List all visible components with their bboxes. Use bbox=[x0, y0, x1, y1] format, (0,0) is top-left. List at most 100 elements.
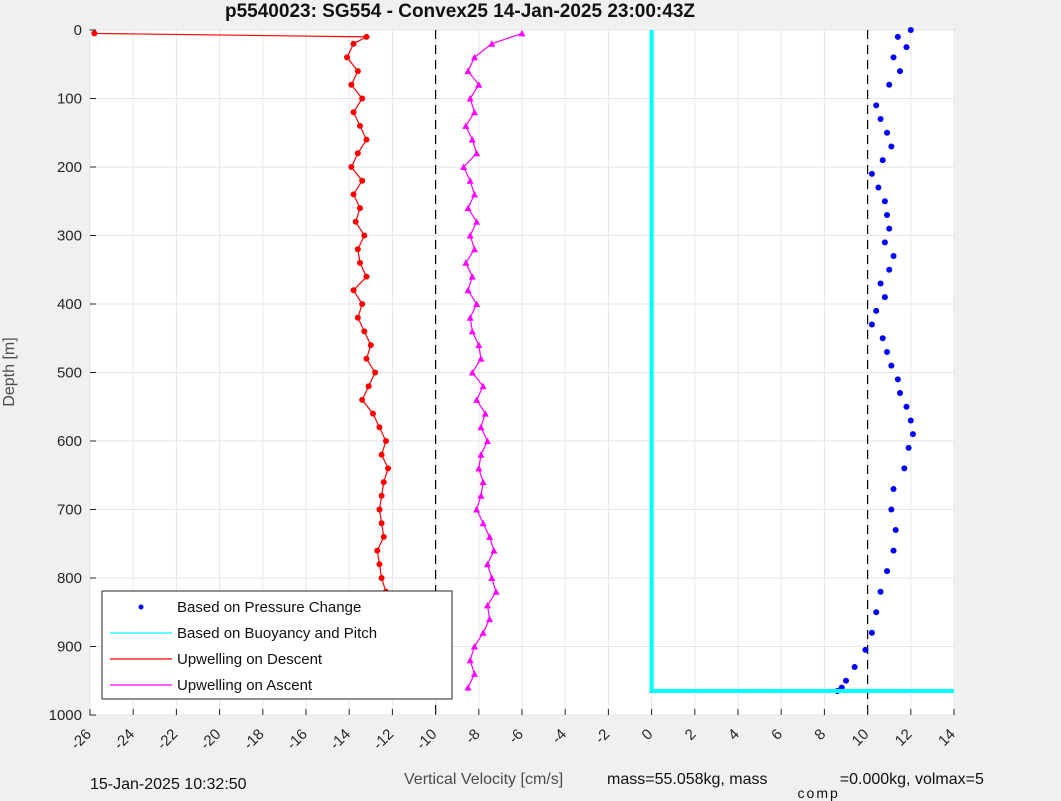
data-point bbox=[479, 478, 487, 486]
legend-box bbox=[101, 590, 453, 700]
data-point bbox=[890, 547, 897, 554]
data-point bbox=[894, 33, 901, 40]
data-point bbox=[877, 280, 884, 287]
y-axis-label: Depth [m] bbox=[1, 337, 18, 406]
data-point bbox=[481, 410, 489, 417]
data-point bbox=[382, 438, 389, 444]
data-point bbox=[868, 321, 875, 328]
data-point bbox=[888, 362, 895, 369]
data-point bbox=[376, 506, 383, 513]
data-point bbox=[372, 369, 379, 376]
data-point bbox=[361, 232, 368, 239]
data-point bbox=[460, 163, 468, 170]
y-tick-label: 700 bbox=[57, 502, 82, 519]
data-point bbox=[363, 136, 370, 143]
data-point bbox=[886, 266, 893, 273]
legend-label: Upwelling on Descent bbox=[177, 651, 323, 668]
data-point bbox=[464, 684, 472, 691]
data-point bbox=[363, 273, 370, 280]
data-point bbox=[868, 629, 875, 636]
data-point bbox=[886, 81, 893, 88]
data-point bbox=[365, 383, 372, 390]
legend-item: Upwelling on Descent bbox=[110, 651, 323, 668]
data-point bbox=[473, 300, 481, 307]
data-point bbox=[881, 239, 888, 246]
data-point bbox=[888, 506, 895, 513]
data-point bbox=[475, 81, 483, 88]
data-point bbox=[470, 670, 478, 677]
data-point bbox=[873, 307, 880, 314]
data-point bbox=[479, 382, 487, 390]
data-point bbox=[875, 184, 882, 191]
data-point bbox=[884, 211, 891, 218]
data-point bbox=[354, 68, 361, 75]
data-point bbox=[473, 396, 481, 403]
data-point bbox=[354, 246, 361, 253]
legend-item: Based on Buoyancy and Pitch bbox=[110, 625, 377, 642]
data-point bbox=[468, 136, 476, 143]
data-point bbox=[475, 464, 483, 472]
data-point bbox=[464, 286, 472, 294]
data-point bbox=[881, 294, 888, 301]
data-point bbox=[468, 273, 476, 280]
data-point bbox=[903, 44, 910, 51]
data-point bbox=[378, 520, 385, 527]
data-point bbox=[884, 129, 891, 136]
data-point bbox=[470, 643, 478, 650]
data-point bbox=[470, 108, 478, 116]
data-point bbox=[363, 33, 370, 40]
timestamp-footer: 15-Jan-2025 10:32:50 bbox=[90, 776, 247, 793]
y-tick-label: 800 bbox=[57, 570, 82, 587]
data-point bbox=[907, 27, 914, 33]
y-tick-label: 100 bbox=[57, 91, 82, 108]
data-point bbox=[91, 30, 98, 37]
data-point bbox=[380, 533, 387, 540]
data-point bbox=[486, 615, 494, 623]
data-point bbox=[905, 444, 912, 451]
legend: Based on Pressure Change Based on Buoyanc… bbox=[101, 590, 453, 700]
x-axis-label: Vertical Velocity [cm/s] bbox=[404, 771, 564, 788]
data-point bbox=[470, 245, 478, 253]
data-point bbox=[843, 677, 849, 684]
data-point bbox=[344, 54, 351, 61]
data-point bbox=[483, 601, 491, 609]
data-point bbox=[909, 431, 916, 438]
data-point bbox=[890, 253, 897, 260]
data-point bbox=[886, 225, 893, 232]
data-point bbox=[378, 575, 385, 581]
data-point bbox=[479, 519, 487, 527]
series-based-on-pressure-change bbox=[834, 27, 916, 695]
data-point bbox=[518, 29, 526, 37]
data-point bbox=[357, 122, 363, 129]
data-point bbox=[348, 81, 355, 88]
data-point bbox=[468, 369, 476, 376]
data-point bbox=[473, 149, 481, 157]
data-point bbox=[477, 451, 485, 458]
y-tick-label: 200 bbox=[57, 159, 82, 176]
data-point bbox=[378, 451, 385, 458]
data-point bbox=[890, 485, 897, 492]
data-point bbox=[466, 656, 474, 664]
data-point bbox=[907, 417, 914, 424]
data-point bbox=[350, 40, 357, 47]
mass-footer-subscript: comp bbox=[797, 785, 840, 801]
legend-item: Based on Pressure Change bbox=[138, 599, 361, 616]
data-point bbox=[884, 568, 891, 575]
data-point bbox=[470, 190, 478, 198]
data-point bbox=[873, 609, 880, 616]
data-point bbox=[350, 287, 357, 294]
series-line bbox=[649, 30, 954, 694]
data-point bbox=[470, 53, 478, 61]
data-point bbox=[361, 328, 368, 335]
data-point bbox=[488, 40, 496, 47]
data-point bbox=[897, 68, 903, 75]
data-point bbox=[466, 177, 474, 184]
data-point bbox=[851, 664, 858, 671]
legend-label: Based on Pressure Change bbox=[177, 599, 361, 616]
y-tick-label: 1000 bbox=[49, 707, 82, 724]
data-point bbox=[348, 164, 355, 170]
data-point bbox=[367, 342, 374, 349]
data-point bbox=[483, 560, 491, 568]
data-point bbox=[479, 629, 487, 636]
